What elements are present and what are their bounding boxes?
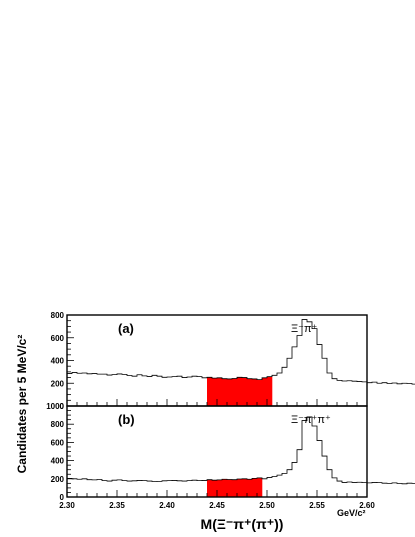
y-tick-label-a: 600 <box>51 334 65 343</box>
signal-bar-b-38 <box>257 477 263 497</box>
signal-bar-b-32 <box>227 479 233 497</box>
signal-bar-b-37 <box>252 478 258 497</box>
panel-label-a: (a) <box>118 321 134 336</box>
y-tick-label-b: 800 <box>51 420 65 429</box>
signal-bar-a-32 <box>227 378 233 406</box>
histogram-line-b <box>67 416 415 485</box>
y-tick-label-b: 1000 <box>46 402 64 411</box>
signal-bar-b-36 <box>247 479 253 497</box>
signal-bar-a-40 <box>267 376 273 406</box>
signal-bar-b-30 <box>217 479 223 497</box>
x-tick-label: 2.35 <box>109 501 125 510</box>
y-tick-label-b: 400 <box>51 457 65 466</box>
x-axis-unit: GeV/c² <box>337 508 366 518</box>
y-tick-label-a: 800 <box>51 311 65 320</box>
signal-bar-b-31 <box>222 479 228 497</box>
signal-bar-b-29 <box>212 480 218 497</box>
signal-bar-a-33 <box>232 378 238 406</box>
y-tick-label-a: 400 <box>51 357 65 366</box>
signal-bar-a-34 <box>237 377 243 406</box>
signal-bar-a-37 <box>252 378 258 406</box>
x-tick-label: 2.50 <box>259 501 275 510</box>
signal-bar-a-36 <box>247 378 253 406</box>
panel-label-b: (b) <box>118 412 135 427</box>
signal-bar-b-34 <box>237 478 243 497</box>
signal-bar-b-33 <box>232 479 238 497</box>
histogram-line-a <box>67 319 415 385</box>
panel-b: 0 200 400 600 800 1000 (b) Ξ⁻π⁺π⁺ <box>46 402 415 502</box>
signal-bar-b-35 <box>242 478 248 497</box>
decay-annotation-a: Ξ⁻π⁺ <box>291 323 318 335</box>
y-tick-label-b: 600 <box>51 438 65 447</box>
decay-annotation-b: Ξ⁻π⁺π⁺ <box>291 414 331 426</box>
signal-bar-a-38 <box>257 379 263 406</box>
x-axis-label: M(Ξ⁻π⁺(π⁺)) <box>201 516 284 532</box>
x-tick-label: 2.40 <box>159 501 175 510</box>
x-tick-label: 2.60 <box>359 501 375 510</box>
signal-bar-a-28 <box>207 377 213 406</box>
signal-bar-a-35 <box>242 377 248 406</box>
y-axis-label: Candidates per 5 MeV/c² <box>15 335 29 474</box>
x-tick-label: 2.45 <box>209 501 225 510</box>
y-tick-label-a: 0 <box>60 402 65 411</box>
y-tick-label-a: 200 <box>51 379 65 388</box>
x-tick-label: 2.30 <box>59 501 75 510</box>
signal-bar-a-30 <box>217 377 223 406</box>
panel-a: 0 200 400 600 800 (a) Ξ⁻π⁺ <box>51 311 415 411</box>
y-tick-label-b: 0 <box>60 493 65 502</box>
y-tick-label-b: 200 <box>51 475 65 484</box>
signal-bar-a-31 <box>222 378 228 406</box>
shared-x-axis: 2.30 2.35 2.40 2.45 2.50 2.55 2.60 <box>59 501 375 510</box>
signal-bar-a-39 <box>262 377 268 406</box>
signal-bar-a-29 <box>212 378 218 406</box>
signal-bar-b-28 <box>207 479 213 497</box>
x-tick-label: 2.55 <box>309 501 325 510</box>
